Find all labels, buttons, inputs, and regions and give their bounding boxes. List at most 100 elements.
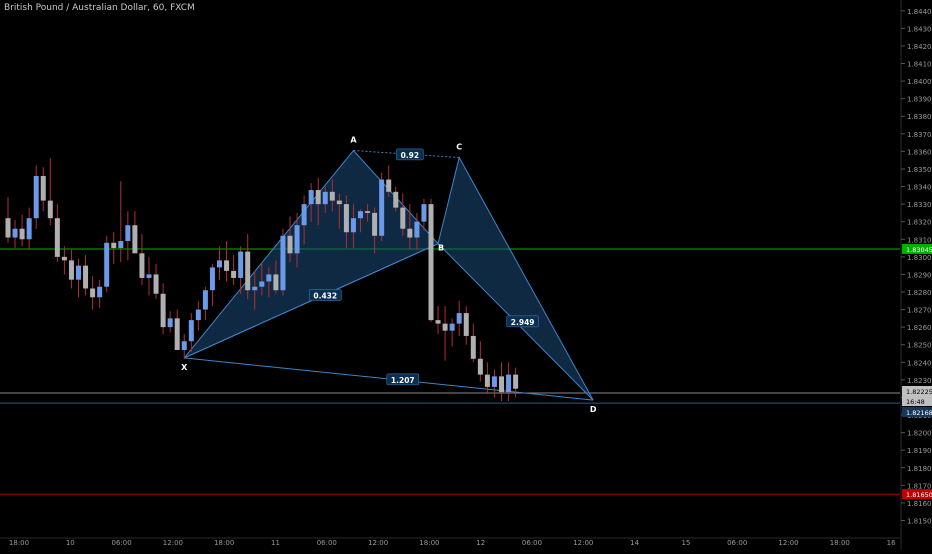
candle-body — [294, 225, 300, 254]
time-tick-label: 12:00 — [573, 539, 593, 547]
price-tick-label: 1.81800 — [907, 465, 932, 473]
price-tick-label: 1.83100 — [907, 236, 932, 244]
candle-body — [68, 260, 74, 280]
candle-body — [456, 313, 462, 324]
price-tick-label: 1.83500 — [907, 166, 932, 174]
pattern-triangle-bcd — [437, 156, 594, 401]
candles — [5, 158, 519, 401]
price-line-tag-label: 1.83045 — [906, 246, 932, 254]
candle-body — [400, 207, 406, 229]
price-tick-label: 1.84100 — [907, 61, 932, 69]
candle-body — [76, 265, 81, 280]
price-axis[interactable]: 1.84400 1.84300 1.84200 1.84100 1.84000 1.839… — [901, 8, 932, 526]
pattern-line-xb — [184, 243, 439, 359]
price-tag-label: 16:48 — [906, 398, 925, 406]
candle-body — [414, 221, 420, 238]
candle-body — [463, 313, 469, 336]
candle-body — [386, 179, 392, 192]
time-tick-label: 06:00 — [727, 539, 747, 547]
pattern-point-label: D — [590, 405, 597, 414]
horizontal-lines — [0, 248, 900, 495]
price-tick-label: 1.82900 — [907, 271, 932, 279]
pattern-point-label: X — [181, 363, 188, 372]
candle-body — [372, 212, 378, 236]
ratio-label: 1.207 — [391, 376, 415, 385]
price-tag — [902, 407, 932, 417]
candle-body — [202, 290, 208, 310]
candle-body — [118, 241, 124, 249]
candle-body — [336, 200, 342, 205]
chart-grid — [0, 0, 902, 550]
candle-body — [146, 274, 152, 278]
candle-body — [259, 281, 265, 287]
pattern-point-label: C — [456, 143, 462, 152]
candle-body — [26, 218, 32, 240]
candle-body — [470, 335, 476, 359]
price-tick-label: 1.83700 — [907, 131, 932, 139]
candle-body — [181, 341, 187, 350]
candle-body — [449, 323, 455, 331]
time-tick-label: 12:00 — [778, 539, 798, 547]
candle-body — [153, 274, 159, 294]
candle-body — [5, 218, 11, 238]
candle-body — [379, 179, 385, 236]
candle-body — [90, 288, 96, 298]
candle-body — [61, 256, 67, 261]
candle-body — [252, 286, 258, 291]
candle-body — [435, 320, 441, 324]
candle-body — [442, 323, 448, 331]
candle-body — [238, 251, 244, 278]
candle-body — [266, 274, 272, 282]
ratio-label-box — [396, 148, 424, 161]
candle-body — [322, 191, 328, 205]
candle-body — [224, 260, 230, 271]
price-tick-label: 1.83800 — [907, 113, 932, 121]
candle-body — [97, 286, 103, 298]
price-tick-label: 1.81900 — [907, 447, 932, 455]
candle-body — [217, 260, 222, 268]
price-tick-label: 1.83000 — [907, 254, 932, 262]
price-tick-label: 1.82800 — [907, 289, 932, 297]
chart-title: British Pound / Australian Dollar, 60, F… — [4, 3, 195, 13]
price-tick-label: 1.82300 — [907, 377, 932, 385]
candle-body — [491, 376, 497, 387]
time-tick-label: 11 — [271, 539, 280, 547]
ratio-label: 2.949 — [511, 318, 535, 327]
price-tick-label: 1.82700 — [907, 307, 932, 315]
candle-body — [421, 204, 427, 222]
price-tag — [902, 386, 932, 396]
candle-body — [33, 176, 39, 219]
price-line-tag — [902, 489, 932, 500]
time-tick-label: 18:00 — [419, 539, 439, 547]
candle-body — [315, 190, 321, 205]
candle-body — [125, 225, 131, 242]
candle-body — [195, 309, 201, 321]
price-line-tag-label: 1.81650 — [906, 491, 932, 499]
candle-body — [365, 211, 371, 213]
time-tick-label: 12:00 — [368, 539, 388, 547]
candle-body — [174, 318, 180, 350]
candle-body — [350, 218, 356, 233]
price-tick-label: 1.81600 — [907, 500, 932, 508]
candle-body — [188, 320, 194, 342]
time-tick-label: 12:00 — [163, 539, 183, 547]
ratio-label-box — [506, 315, 539, 328]
price-tick-label: 1.82400 — [907, 359, 932, 367]
candle-body — [83, 265, 89, 289]
time-tick-label: 12 — [476, 539, 485, 547]
candle-body — [407, 228, 413, 238]
price-line-tag — [902, 243, 932, 254]
candle-body — [343, 204, 349, 233]
candle-body — [40, 176, 46, 201]
candle-body — [111, 242, 117, 249]
time-tick-label: 06:00 — [112, 539, 132, 547]
time-axis[interactable]: 18:00 10 06:00 12:00 18:00 11 06:00 12:00 18:00 1… — [9, 539, 896, 547]
candle-body — [231, 270, 237, 278]
time-tick-label: 18:00 — [830, 539, 850, 547]
candle-body — [287, 235, 293, 254]
candle-body — [160, 293, 166, 328]
ratio-label: 0.432 — [313, 292, 337, 301]
time-tick-label: 10 — [66, 539, 75, 547]
